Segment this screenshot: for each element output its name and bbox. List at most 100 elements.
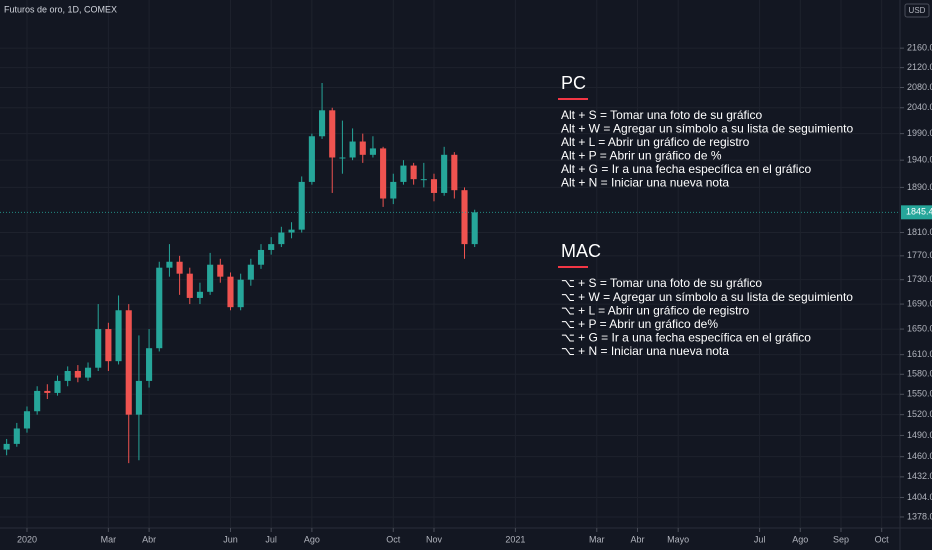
candle-body [237,279,244,308]
y-tick-label: 1520.0 [907,409,932,419]
note-line: ⌥ + P = Abrir un gráfico de% [561,317,718,331]
candle-body [207,264,214,292]
y-tick-label: 2160.0 [907,43,932,53]
x-tick-label: Sep [833,534,849,544]
y-tick-label: 1730.0 [907,274,932,284]
note-line: Alt + G = Ir a una fecha específica en e… [561,162,811,176]
candle-body [308,136,315,182]
note-line: Alt + W = Agregar un símbolo a su lista … [561,122,853,136]
last-price-label: 1845.4 [906,207,932,217]
candle-body [441,154,448,193]
candle-body [176,261,183,274]
candle-body [288,229,295,233]
y-tick-label: 1610.0 [907,349,932,359]
note-underline [558,266,588,268]
candle-body [268,244,275,250]
x-tick-label: Jun [223,534,238,544]
candle-body [430,179,438,193]
note-line: Alt + P = Abrir un gráfico de % [561,149,722,163]
candle-body [329,110,336,158]
x-tick-label: Abr [142,534,156,544]
y-tick-label: 1460.0 [907,451,932,461]
candle-body [227,276,234,308]
candle-body [34,390,41,412]
x-tick-label: Nov [426,534,443,544]
candle-body [54,380,61,393]
currency-box[interactable] [904,3,930,18]
y-tick-label: 1378.0 [907,511,932,521]
candle-body [156,267,163,349]
x-tick-label: Ago [792,534,808,544]
candle-body [125,310,132,415]
candle-body [369,148,376,155]
candle-body [298,181,305,230]
y-tick-label: 1770.0 [907,250,932,260]
candle-body [410,165,417,180]
x-tick-label: Oct [386,534,401,544]
x-tick-label: 2020 [17,534,37,544]
note-heading: MAC [561,241,601,261]
note-line: ⌥ + W = Agregar un símbolo a su lista de… [561,290,853,304]
candle-body [105,329,112,362]
candle-body [23,411,31,429]
note-heading: PC [561,73,586,93]
x-tick-label: Oct [875,534,890,544]
y-tick-label: 1490.0 [907,430,932,440]
note-line: Alt + S = Tomar una foto de su gráfico [561,108,763,122]
currency-label[interactable]: USD [909,6,926,15]
y-tick-label: 1404.0 [907,492,932,502]
candle-body [380,148,387,199]
x-tick-label: Abr [630,534,644,544]
candle-body [451,154,458,191]
candle-body [217,264,224,277]
last-price-box [901,205,932,220]
candle-body [390,181,397,199]
candle-body [13,428,20,444]
candle-body [278,232,285,245]
candle-body [115,310,122,362]
candle-body [135,380,142,415]
candle-body [319,110,326,137]
note-line: Alt + L = Abrir un gráfico de registro [561,135,750,149]
candle-body [84,367,92,378]
candle-body [74,370,81,378]
candle-body [196,291,204,298]
note-line: Alt + N = Iniciar una nueva nota [561,176,729,190]
y-tick-label: 2080.0 [907,82,932,92]
y-tick-label: 1650.0 [907,323,932,333]
candle-body [64,370,71,381]
candle-body [186,273,193,298]
candle-body [95,329,102,368]
note-line: ⌥ + N = Iniciar una nueva nota [561,344,729,358]
x-tick-label: Mayo [667,534,689,544]
candle-body [146,348,153,381]
x-tick-label: Mar [101,534,117,544]
note-line: ⌥ + L = Abrir un gráfico de registro [561,303,749,317]
candle-body [400,165,407,182]
candle-body [166,261,173,268]
x-tick-label: Jul [754,534,766,544]
candle-body [461,190,468,245]
y-tick-label: 1890.0 [907,182,932,192]
candle-body [420,179,427,181]
candle-body [257,249,265,265]
candle-body [339,157,346,159]
y-tick-label: 1990.0 [907,128,932,138]
y-tick-label: 1580.0 [907,369,932,379]
y-tick-label: 2040.0 [907,102,932,112]
candle-body [349,141,356,158]
candle-body [471,212,478,245]
x-tick-label: Ago [304,534,320,544]
x-tick-label: Mar [589,534,605,544]
candle-body [359,141,366,155]
candle-body [44,390,51,393]
note-underline [558,98,588,100]
y-tick-label: 1810.0 [907,227,932,237]
x-tick-label: 2021 [505,534,525,544]
x-tick-label: Jul [265,534,277,544]
note-line: ⌥ + G = Ir a una fecha específica en el … [561,331,811,345]
y-tick-label: 1940.0 [907,155,932,165]
candle-body [247,264,254,280]
